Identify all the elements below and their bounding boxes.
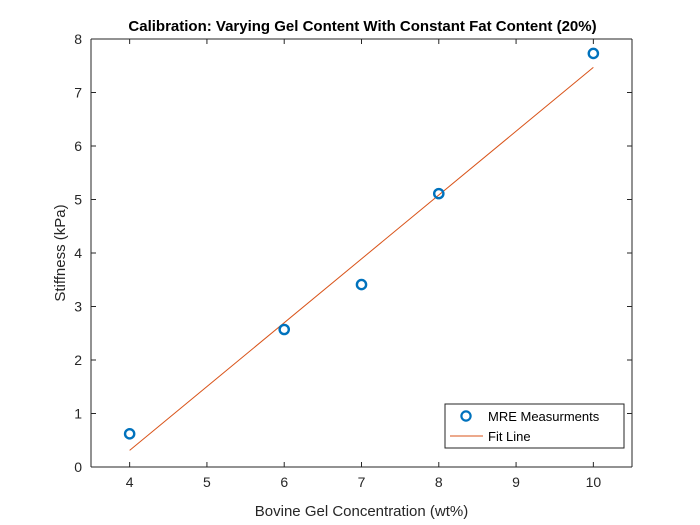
data-point-x8 [432, 187, 445, 200]
x-tick-label-6: 6 [280, 474, 288, 490]
y-axis: 0 1 2 3 4 5 6 7 8 [74, 31, 633, 475]
fit-line-segment [129, 66, 594, 451]
legend-marker-icon [460, 410, 472, 422]
x-tick-label-10: 10 [586, 474, 602, 490]
y-tick-label-5: 5 [74, 192, 82, 208]
x-tick-label-9: 9 [512, 474, 520, 490]
y-tick-label-7: 7 [74, 85, 82, 101]
x-axis: 4 5 6 7 8 9 10 [91, 38, 632, 490]
y-axis-label: Stiffness (kPa) [52, 204, 69, 301]
x-tick-label-5: 5 [203, 474, 211, 490]
x-axis-label: Bovine Gel Concentration (wt%) [255, 503, 468, 520]
y-tick-label-1: 1 [74, 406, 82, 422]
y-tick-label-0: 0 [74, 459, 82, 475]
chart-title: Calibration: Varying Gel Content With Co… [128, 18, 596, 35]
y-tick-label-6: 6 [74, 138, 82, 154]
plot-area [91, 39, 632, 467]
data-point-x4 [123, 428, 136, 440]
data-points-layer [123, 47, 600, 440]
x-tick-label-7: 7 [358, 474, 366, 490]
x-tick-label-8: 8 [435, 474, 443, 490]
y-tick-label-2: 2 [74, 352, 82, 368]
y-tick-label-3: 3 [74, 299, 82, 315]
data-point-x10 [587, 47, 600, 60]
x-tick-label-4: 4 [126, 474, 134, 490]
legend: MRE Measurments Fit Line [444, 403, 625, 449]
legend-entry-fit-line: Fit Line [488, 429, 531, 444]
axes: 4 5 6 7 8 9 10 0 1 2 3 4 5 6 7 8 [74, 31, 633, 490]
y-tick-label-8: 8 [74, 31, 82, 47]
data-point-x6 [278, 323, 291, 336]
legend-entry-mre-measurements: MRE Measurments [488, 409, 600, 424]
data-point-x7 [355, 278, 368, 291]
y-tick-label-4: 4 [74, 245, 82, 261]
fit-line-layer [129, 66, 594, 451]
legend-box [444, 403, 625, 449]
